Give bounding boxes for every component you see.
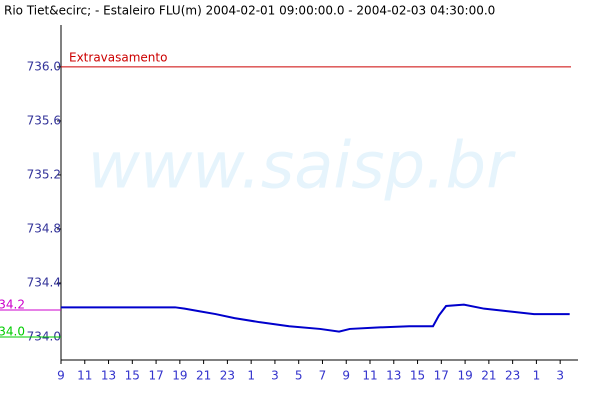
x-tick-label: 1 — [247, 369, 255, 383]
x-tick-label: 5 — [295, 369, 303, 383]
reference-label: 734.2 — [0, 298, 25, 312]
x-tick-label: 13 — [101, 369, 116, 383]
x-tick-label: 3 — [271, 369, 279, 383]
y-tick-label: 736.0 — [27, 59, 61, 73]
x-tick-label: 17 — [434, 369, 449, 383]
x-tick-label: 21 — [196, 369, 211, 383]
x-tick-label: 19 — [457, 369, 472, 383]
x-tick-label: 15 — [410, 369, 425, 383]
y-tick-label: 734.4 — [27, 276, 61, 290]
x-tick-label: 9 — [342, 369, 350, 383]
x-tick-label: 23 — [220, 369, 235, 383]
reference-label: Extravasamento — [69, 50, 167, 64]
y-tick-label: 735.2 — [27, 167, 61, 181]
reference-label: 734.0 — [0, 325, 25, 339]
x-tick-label: 11 — [77, 369, 92, 383]
x-tick-label: 1 — [533, 369, 541, 383]
y-tick-label: 735.6 — [27, 113, 61, 127]
x-tick-label: 9 — [57, 369, 65, 383]
x-tick-label: 13 — [386, 369, 401, 383]
x-tick-label: 7 — [319, 369, 327, 383]
x-tick-label: 21 — [481, 369, 496, 383]
chart-title: Rio Tiet&ecirc; - Estaleiro FLU(m) 2004-… — [4, 4, 495, 18]
data-line — [61, 303, 570, 333]
x-tick-label: 3 — [556, 369, 564, 383]
x-tick-label: 11 — [362, 369, 377, 383]
x-tick-label: 19 — [172, 369, 187, 383]
x-tick-label: 23 — [505, 369, 520, 383]
x-tick-label: 17 — [148, 369, 163, 383]
x-tick-label: 15 — [125, 369, 140, 383]
watermark: www.saisp.br — [88, 130, 517, 204]
y-tick-label: 734.8 — [27, 221, 61, 235]
